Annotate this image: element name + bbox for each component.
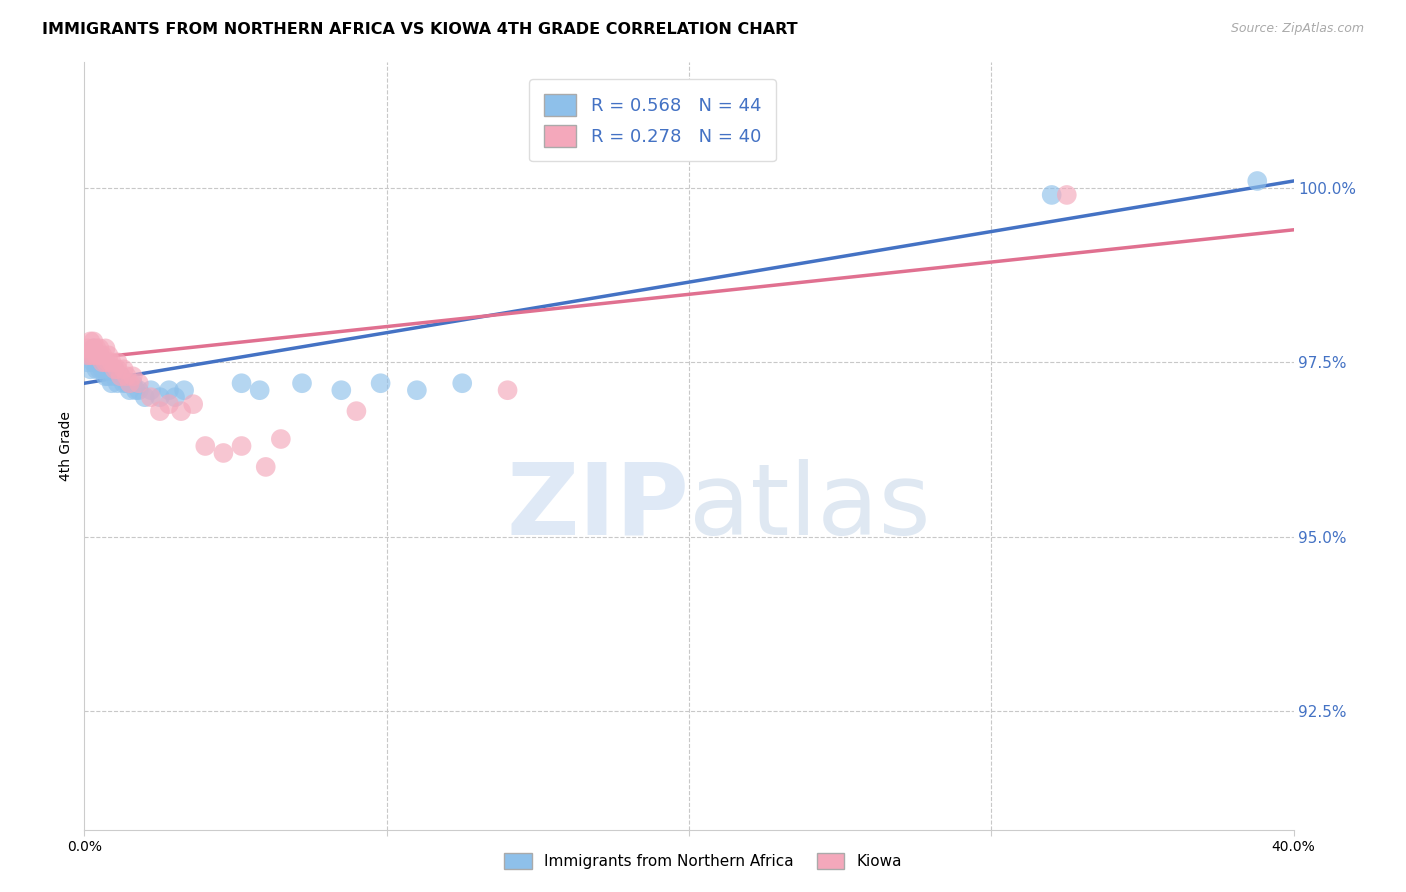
Point [86, 362, 108, 376]
Point [97, 369, 120, 384]
Point [91, 355, 114, 369]
Point [370, 376, 392, 391]
Point [212, 446, 235, 460]
Point [118, 376, 141, 391]
Point [270, 432, 292, 446]
Legend: R = 0.568   N = 44, R = 0.278   N = 40: R = 0.568 N = 44, R = 0.278 N = 40 [530, 79, 776, 161]
Point [110, 369, 132, 384]
Point [125, 383, 148, 397]
Point [149, 390, 172, 404]
Point [107, 355, 129, 369]
Point [100, 376, 122, 391]
Point [165, 390, 187, 404]
Point [79, 348, 101, 362]
Point [121, 369, 143, 384]
Point [231, 376, 253, 391]
Point [139, 390, 162, 404]
Point [107, 376, 129, 391]
Point [194, 439, 217, 453]
Point [496, 383, 519, 397]
Point [100, 362, 122, 376]
Point [86, 348, 108, 362]
Point [97, 348, 120, 362]
Point [149, 404, 172, 418]
Point [86, 355, 108, 369]
Y-axis label: 4th Grade: 4th Grade [59, 411, 73, 481]
Point [86, 342, 108, 356]
Point [79, 348, 101, 362]
Point [76, 348, 98, 362]
Point [89, 342, 111, 356]
Point [89, 355, 111, 369]
Text: Source: ZipAtlas.com: Source: ZipAtlas.com [1230, 22, 1364, 36]
Point [79, 334, 101, 349]
Point [104, 362, 127, 376]
Point [104, 362, 127, 376]
Point [107, 362, 129, 376]
Point [91, 348, 114, 362]
Point [82, 348, 104, 362]
Point [121, 376, 143, 391]
Text: IMMIGRANTS FROM NORTHERN AFRICA VS KIOWA 4TH GRADE CORRELATION CHART: IMMIGRANTS FROM NORTHERN AFRICA VS KIOWA… [42, 22, 797, 37]
Legend: Immigrants from Northern Africa, Kiowa: Immigrants from Northern Africa, Kiowa [498, 847, 908, 875]
Point [76, 355, 98, 369]
Point [82, 355, 104, 369]
Point [170, 404, 193, 418]
Point [94, 369, 117, 384]
Text: atlas: atlas [689, 458, 931, 556]
Point [112, 376, 135, 391]
Point [451, 376, 474, 391]
Point [118, 383, 141, 397]
Point [1056, 188, 1078, 202]
Point [89, 348, 111, 362]
Point [291, 376, 314, 391]
Point [128, 376, 150, 391]
Point [82, 348, 104, 362]
Point [249, 383, 271, 397]
Point [181, 397, 204, 411]
Point [76, 342, 98, 356]
Point [134, 390, 156, 404]
Point [104, 369, 127, 384]
Point [110, 369, 132, 384]
Point [231, 439, 253, 453]
Point [157, 397, 180, 411]
Point [330, 383, 353, 397]
Point [346, 404, 368, 418]
Point [112, 362, 135, 376]
Point [254, 459, 277, 474]
Point [100, 355, 122, 369]
Point [82, 342, 104, 356]
Point [82, 334, 104, 349]
Point [94, 355, 117, 369]
Point [89, 362, 111, 376]
Point [139, 383, 162, 397]
Point [157, 383, 180, 397]
Point [406, 383, 429, 397]
Point [89, 348, 111, 362]
Point [94, 355, 117, 369]
Point [91, 355, 114, 369]
Point [115, 369, 138, 384]
Text: ZIP: ZIP [506, 458, 689, 556]
Point [94, 342, 117, 356]
Point [115, 376, 138, 391]
Point [128, 383, 150, 397]
Point [79, 362, 101, 376]
Point [82, 342, 104, 356]
Point [1040, 188, 1063, 202]
Point [173, 383, 195, 397]
Point [97, 355, 120, 369]
Point [97, 362, 120, 376]
Point [91, 362, 114, 376]
Point [1246, 174, 1268, 188]
